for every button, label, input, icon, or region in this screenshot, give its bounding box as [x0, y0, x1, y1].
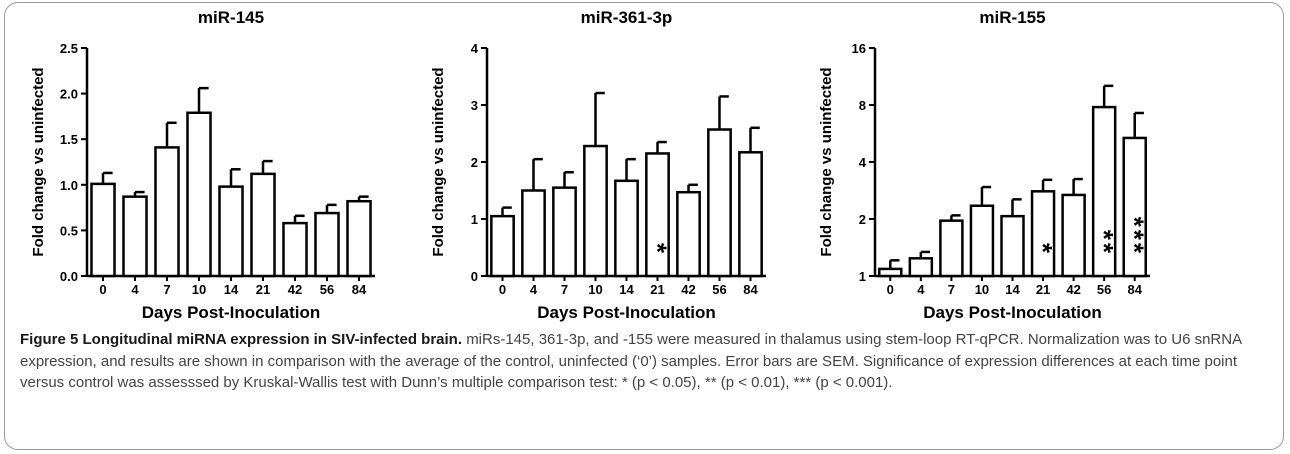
bar — [154, 146, 180, 278]
bar — [346, 199, 372, 278]
bar — [90, 182, 116, 278]
bar — [1030, 190, 1056, 278]
bar — [676, 190, 701, 278]
y-tick-label: 1.5 — [60, 132, 78, 147]
bar — [707, 128, 732, 278]
bar — [282, 221, 308, 278]
x-tick-label: 0 — [499, 282, 506, 297]
x-tick-label: 4 — [530, 282, 538, 297]
bar — [614, 179, 639, 278]
x-tick-label: 42 — [1066, 282, 1080, 297]
bar — [521, 189, 546, 278]
x-axis-label: Days Post-Inoculation — [923, 303, 1102, 322]
chart-title: miR-361-3p — [581, 8, 673, 27]
x-tick-label: 10 — [192, 282, 206, 297]
x-tick-label: 56 — [320, 282, 334, 297]
x-tick-label: 7 — [163, 282, 170, 297]
x-tick-label: 21 — [256, 282, 270, 297]
y-tick-label: 2 — [859, 212, 866, 227]
x-axis-label: Days Post-Inoculation — [142, 303, 321, 322]
charts: miR-145 Days Post-Inoculation Fold change … — [30, 8, 1150, 322]
x-tick-label: 7 — [561, 282, 568, 297]
x-tick-label: 84 — [1127, 282, 1142, 297]
bar — [878, 267, 903, 278]
bar — [969, 204, 995, 278]
x-tick-label: 4 — [131, 282, 139, 297]
x-tick-label: 56 — [712, 282, 726, 297]
x-tick-label: 21 — [1036, 282, 1050, 297]
caption-text: miRs-145, 361-3p, and -155 were measured… — [20, 331, 1242, 391]
bar — [122, 195, 148, 278]
y-tick-label: 3 — [471, 98, 478, 113]
y-tick-label: 2 — [471, 155, 478, 170]
figure-frame — [4, 2, 1284, 450]
x-tick-label: 14 — [224, 282, 239, 297]
y-tick-label: 2.5 — [60, 41, 78, 56]
y-tick-label: 4 — [471, 41, 479, 56]
x-tick-label: 84 — [743, 282, 758, 297]
bar — [645, 152, 670, 278]
bar — [490, 214, 515, 278]
x-tick-label: 10 — [588, 282, 602, 297]
x-tick-label: 21 — [650, 282, 664, 297]
y-axis-label: Fold change vs uninfected — [30, 67, 47, 256]
y-axis-label: Fold change vs uninfected — [818, 67, 835, 256]
y-tick-label: 1.0 — [60, 178, 78, 193]
x-tick-label: 42 — [681, 282, 695, 297]
chart-title: miR-155 — [979, 8, 1045, 27]
x-tick-label: 14 — [619, 282, 634, 297]
y-tick-label: 1 — [471, 212, 478, 227]
y-tick-label: 1 — [859, 269, 866, 284]
x-tick-label: 84 — [352, 282, 367, 297]
y-axis-label: Fold change vs uninfected — [430, 67, 447, 256]
significance-marker: ** — [1089, 230, 1119, 256]
bar — [1061, 193, 1086, 278]
caption: Figure 5 Longitudinal miRNA expression i… — [20, 329, 1260, 394]
bar — [552, 186, 577, 278]
x-tick-label: 0 — [887, 282, 894, 297]
y-tick-label: 0.0 — [60, 269, 78, 284]
chart-title: miR-145 — [198, 8, 264, 27]
bar — [583, 144, 608, 278]
x-tick-label: 4 — [917, 282, 925, 297]
y-tick-label: 4 — [859, 155, 867, 170]
bar — [218, 185, 244, 278]
significance-marker: *** — [1120, 217, 1150, 256]
bar — [939, 219, 964, 278]
x-tick-label: 10 — [975, 282, 989, 297]
y-tick-label: 0 — [471, 269, 478, 284]
y-tick-label: 16 — [852, 41, 866, 56]
y-tick-label: 2.0 — [60, 87, 78, 102]
caption-label: Figure 5 Longitudinal miRNA expression i… — [20, 331, 463, 348]
bar — [738, 151, 763, 278]
x-tick-label: 0 — [99, 282, 106, 297]
bar — [186, 111, 212, 278]
x-tick-label: 42 — [288, 282, 302, 297]
bar — [1000, 214, 1025, 278]
bar — [908, 257, 934, 278]
bar — [250, 172, 276, 278]
y-tick-label: 8 — [859, 98, 866, 113]
significance-marker: * — [643, 243, 673, 256]
x-tick-label: 56 — [1097, 282, 1111, 297]
x-axis-label: Days Post-Inoculation — [537, 303, 716, 322]
x-tick-label: 7 — [948, 282, 955, 297]
significance-marker: * — [1028, 243, 1058, 256]
x-tick-label: 14 — [1005, 282, 1020, 297]
y-tick-label: 0.5 — [60, 223, 78, 238]
bar — [314, 211, 340, 278]
